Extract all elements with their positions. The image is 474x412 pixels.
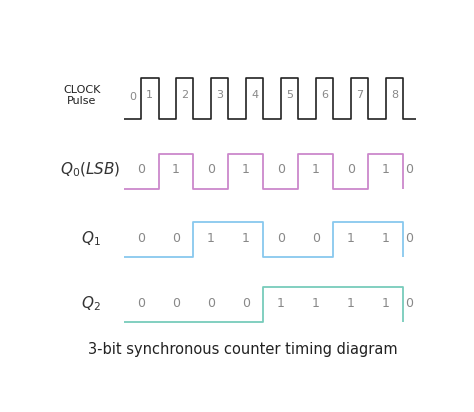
Text: 0: 0 [405, 232, 413, 245]
Text: 1: 1 [347, 297, 355, 310]
Text: 8: 8 [391, 91, 398, 101]
Text: 1: 1 [172, 164, 180, 176]
Text: 1: 1 [382, 164, 390, 176]
Text: CLOCK
Pulse: CLOCK Pulse [63, 84, 100, 106]
Text: 0: 0 [137, 297, 145, 310]
Text: 0: 0 [277, 164, 285, 176]
Text: 0: 0 [129, 92, 136, 102]
Text: 3: 3 [216, 91, 223, 101]
Text: 6: 6 [321, 91, 328, 101]
Text: 1: 1 [382, 232, 390, 245]
Text: 1: 1 [242, 164, 250, 176]
Text: 0: 0 [207, 164, 215, 176]
Text: $Q_2$: $Q_2$ [81, 294, 100, 313]
Text: 0: 0 [405, 297, 413, 310]
Text: 0: 0 [172, 297, 180, 310]
Text: 0: 0 [207, 297, 215, 310]
Text: 0: 0 [277, 232, 285, 245]
Text: 4: 4 [251, 91, 258, 101]
Text: 1: 1 [382, 297, 390, 310]
Text: 1: 1 [312, 297, 320, 310]
Text: $Q_0(LSB)$: $Q_0(LSB)$ [60, 161, 121, 179]
Text: 1: 1 [207, 232, 215, 245]
Text: 1: 1 [242, 232, 250, 245]
Text: 0: 0 [312, 232, 320, 245]
Text: 0: 0 [172, 232, 180, 245]
Text: 5: 5 [286, 91, 293, 101]
Text: 0: 0 [405, 164, 413, 176]
Text: 1: 1 [347, 232, 355, 245]
Text: 1: 1 [277, 297, 285, 310]
Text: 1: 1 [146, 91, 153, 101]
Text: 3-bit synchronous counter timing diagram: 3-bit synchronous counter timing diagram [88, 342, 398, 357]
Text: 0: 0 [242, 297, 250, 310]
Text: 0: 0 [137, 232, 145, 245]
Text: 0: 0 [347, 164, 355, 176]
Text: 2: 2 [181, 91, 188, 101]
Text: 7: 7 [356, 91, 363, 101]
Text: 0: 0 [137, 164, 145, 176]
Text: $Q_1$: $Q_1$ [81, 229, 100, 248]
Text: 1: 1 [312, 164, 320, 176]
